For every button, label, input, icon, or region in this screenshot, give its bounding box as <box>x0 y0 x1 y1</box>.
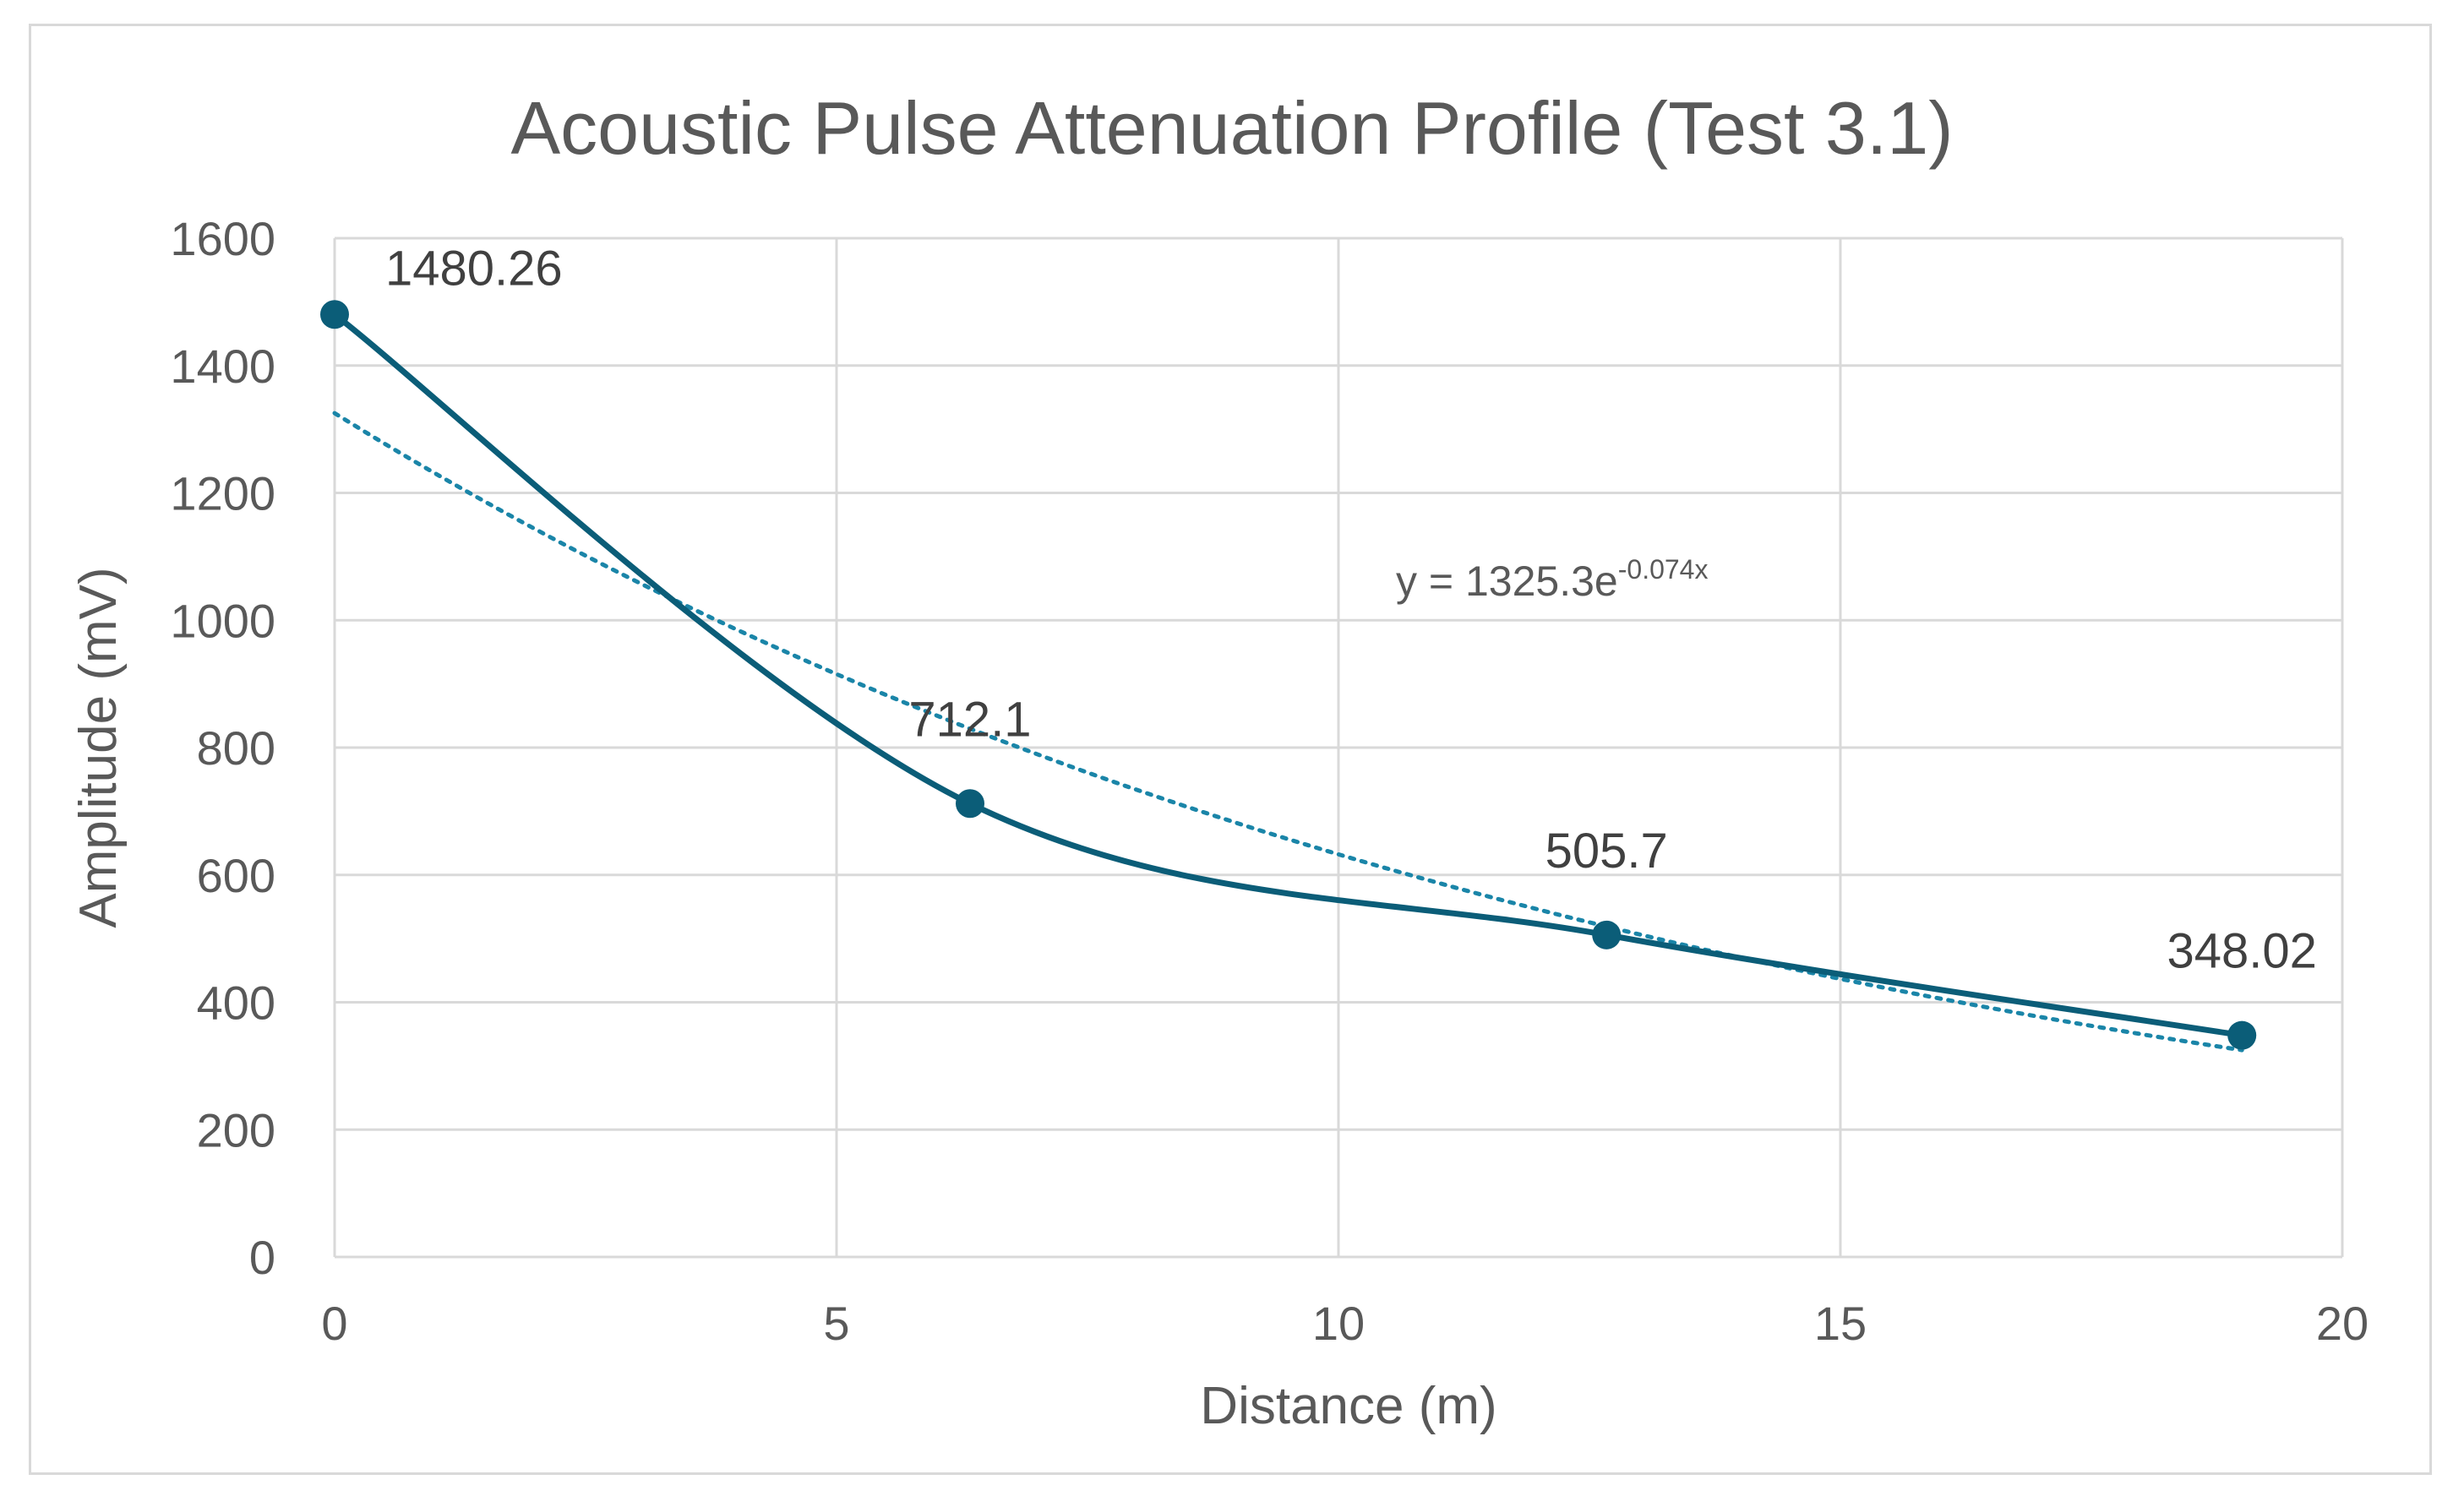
x-tick-label: 0 <box>321 1297 347 1350</box>
grid-layer <box>333 237 2344 1259</box>
x-axis-title: Distance (m) <box>1200 1377 1496 1435</box>
y-tick-label: 200 <box>197 1103 275 1156</box>
data-point-marker <box>2227 1020 2257 1050</box>
series-line <box>332 312 2243 1039</box>
y-tick-label: 1400 <box>170 340 275 393</box>
y-tick-label: 400 <box>197 977 275 1030</box>
chart-title: Acoustic Pulse Attenuation Profile (Test… <box>510 86 1953 170</box>
data-point-marker <box>320 300 349 329</box>
x-tick-label: 20 <box>2316 1297 2369 1350</box>
trendline-path <box>332 411 2244 1053</box>
y-tick-label: 1000 <box>170 594 275 647</box>
data-point-marker <box>956 789 985 819</box>
chart-frame <box>29 24 2432 1475</box>
y-tick-label: 1600 <box>170 212 275 265</box>
x-tick-labels: 0 5 10 15 20 <box>321 1297 2369 1350</box>
series-layer <box>320 300 2257 1050</box>
data-label: 348.02 <box>2167 924 2316 979</box>
x-tick-label: 10 <box>1312 1297 1365 1350</box>
trendline-equation-base: y = 1325.3e <box>1396 558 1618 605</box>
y-tick-labels: 0 200 400 600 800 1000 1200 1400 1600 <box>170 212 275 1284</box>
x-tick-label: 15 <box>1814 1297 1867 1350</box>
y-tick-label: 1200 <box>170 467 275 520</box>
trendline-layer <box>332 411 2244 1053</box>
y-tick-label: 0 <box>249 1231 275 1284</box>
x-tick-label: 5 <box>823 1297 849 1350</box>
y-tick-label: 600 <box>197 849 275 902</box>
data-label-layer: 1480.26 712.1 505.7 348.02 <box>385 241 2317 978</box>
data-point-marker <box>1592 920 1622 949</box>
trendline-equation-exponent: -0.074x <box>1618 554 1709 585</box>
y-axis-title: Amplitude (mV) <box>69 567 128 928</box>
data-label: 712.1 <box>908 692 1031 747</box>
y-tick-label: 800 <box>197 721 275 775</box>
data-label: 1480.26 <box>385 241 563 296</box>
trendline-equation: y = 1325.3e-0.074x <box>1396 554 1708 605</box>
data-label: 505.7 <box>1545 824 1668 879</box>
